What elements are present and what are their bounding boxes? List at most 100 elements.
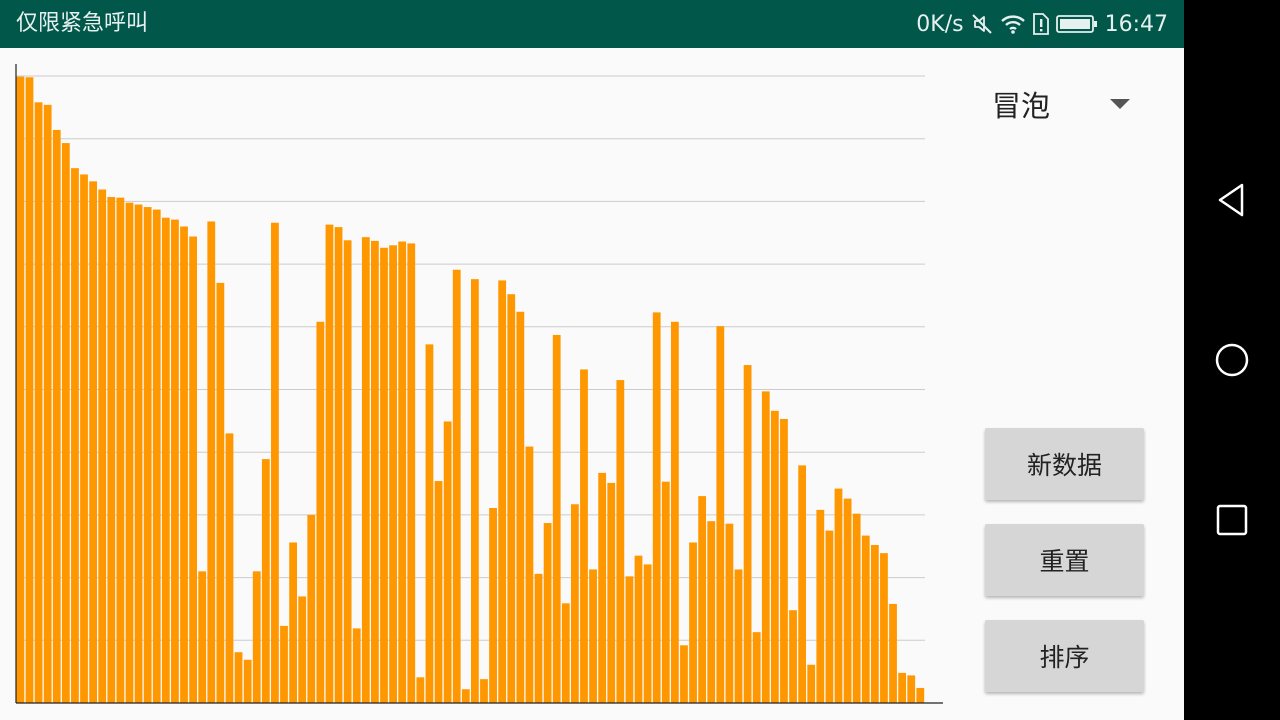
- bar: [770, 410, 779, 703]
- bar: [498, 280, 507, 703]
- bar: [807, 664, 816, 703]
- sim-alert-icon: [1032, 13, 1049, 35]
- bar: [589, 569, 597, 703]
- bar: [252, 571, 261, 703]
- bar: [843, 498, 852, 703]
- bar: [225, 433, 234, 703]
- gridlines: [16, 75, 925, 641]
- bar: [271, 222, 279, 703]
- sort-button[interactable]: 排序: [985, 620, 1144, 692]
- bars: [16, 76, 925, 704]
- bar: [416, 677, 425, 703]
- bar: [234, 652, 243, 703]
- bar: [325, 224, 334, 703]
- bar: [452, 269, 461, 703]
- bar: [752, 632, 761, 703]
- bar: [443, 421, 452, 703]
- net-speed: 0K/s: [916, 11, 964, 37]
- bar: [352, 628, 361, 703]
- bar: [789, 610, 797, 703]
- status-bar: 仅限紧急呼叫 0K/s: [0, 0, 1184, 48]
- bar: [180, 226, 188, 704]
- bar: [852, 513, 861, 703]
- bar: [625, 576, 634, 703]
- bar: [25, 77, 34, 703]
- bar: [425, 344, 434, 703]
- navigation-bar: [1184, 0, 1280, 720]
- bar: [507, 294, 516, 703]
- bar: [834, 488, 843, 703]
- bar: [380, 247, 388, 704]
- bar: [634, 555, 643, 703]
- bar: [725, 523, 734, 703]
- bar: [543, 523, 552, 703]
- bar: [361, 237, 370, 703]
- bar-chart-svg: [15, 64, 943, 704]
- bar: [171, 219, 179, 703]
- status-icons: 0K/s: [916, 0, 1168, 48]
- bar: [80, 174, 88, 703]
- bar: [343, 240, 352, 703]
- bar: [116, 197, 125, 703]
- bar: [434, 481, 443, 703]
- back-icon[interactable]: [1214, 182, 1250, 218]
- bar: [616, 380, 625, 703]
- bar: [570, 504, 579, 703]
- dropdown-arrow-icon: [1110, 95, 1130, 114]
- carrier-text: 仅限紧急呼叫: [16, 11, 149, 36]
- bar: [607, 482, 616, 703]
- mute-icon: [971, 13, 993, 35]
- bar: [707, 521, 716, 703]
- bar: [525, 446, 534, 703]
- algorithm-dropdown[interactable]: 冒泡: [976, 76, 1160, 132]
- bar: [298, 596, 307, 703]
- bar: [261, 459, 270, 703]
- bar: [716, 326, 725, 703]
- bar: [152, 209, 161, 704]
- bar: [880, 553, 888, 703]
- bar: [898, 672, 907, 703]
- bar: [398, 241, 407, 703]
- bar: [534, 573, 543, 703]
- bar: [134, 204, 143, 703]
- bar: [870, 545, 879, 703]
- bar: [89, 181, 98, 704]
- bar: [207, 221, 216, 703]
- bar: [407, 243, 416, 703]
- bar: [143, 207, 152, 704]
- battery-icon: [1055, 14, 1098, 34]
- bar: [598, 472, 607, 703]
- recent-apps-icon[interactable]: [1214, 502, 1250, 538]
- bar: [334, 227, 343, 704]
- bar: [43, 104, 52, 704]
- bar: [216, 282, 225, 703]
- bar: [98, 189, 107, 704]
- bar: [371, 240, 379, 703]
- bar: [661, 481, 670, 703]
- bar: [798, 465, 807, 703]
- bar: [743, 365, 752, 703]
- bar: [243, 659, 252, 703]
- bar: [307, 514, 316, 703]
- bar: [552, 334, 561, 703]
- bar: [61, 143, 70, 704]
- wifi-icon: [1000, 13, 1026, 35]
- bar-chart: [0, 48, 960, 720]
- bar: [189, 236, 197, 703]
- bar: [680, 645, 688, 703]
- bar: [161, 217, 170, 703]
- axes: [15, 64, 943, 704]
- bar: [561, 603, 570, 703]
- new-data-button[interactable]: 新数据: [985, 428, 1144, 500]
- bar: [780, 418, 788, 703]
- bar: [670, 321, 679, 703]
- bar: [907, 675, 916, 703]
- bar: [516, 311, 525, 703]
- bar: [689, 542, 697, 703]
- bar: [489, 508, 497, 703]
- reset-button[interactable]: 重置: [985, 524, 1144, 596]
- home-icon[interactable]: [1214, 342, 1250, 378]
- bar: [916, 687, 925, 703]
- bar: [71, 168, 79, 704]
- bar: [734, 569, 743, 703]
